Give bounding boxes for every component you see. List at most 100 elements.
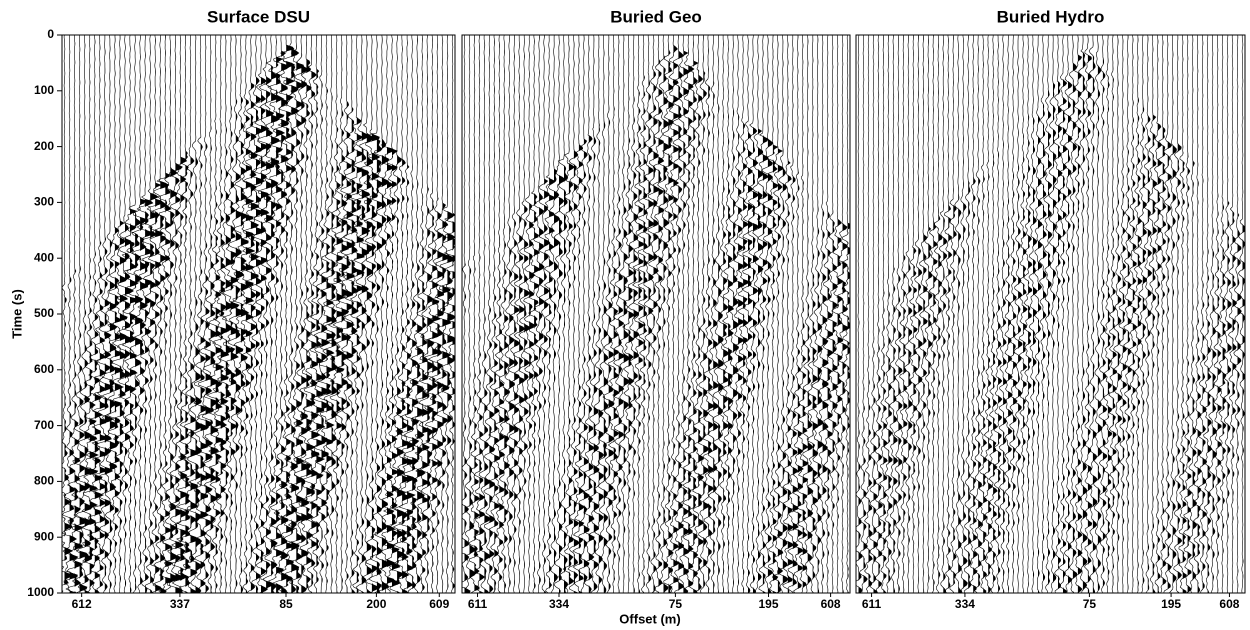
trace-fill [1127,35,1133,593]
trace [1098,35,1108,593]
trace-fill [494,35,500,593]
trace [434,35,452,593]
panel-frame [855,34,1246,594]
trace [652,35,665,593]
trace [418,35,435,593]
trace [478,35,491,593]
trace-fill [948,35,952,593]
trace [592,35,605,593]
trace-fill [160,35,169,593]
panel [855,34,1246,594]
trace [216,35,233,593]
trace [831,35,844,593]
trace [71,35,89,593]
trace-fill [1212,35,1217,593]
trace [1103,35,1113,593]
trace [146,35,164,593]
trace-fill [598,35,604,593]
trace [512,35,526,593]
trace [878,35,888,593]
trace [1238,35,1245,593]
trace [1213,35,1222,593]
trace [126,35,144,593]
x-tick-label: 85 [279,597,293,611]
trace [1088,35,1098,593]
trace-fill [583,35,590,593]
trace [943,35,953,593]
trace [156,35,174,593]
trace [186,35,203,593]
trace [196,35,214,593]
trace-fill [524,35,530,593]
trace-fill [1072,35,1077,593]
trace-fill [708,35,714,593]
trace [761,35,774,593]
trace [1023,35,1033,593]
trace [175,35,192,593]
trace [642,35,655,593]
trace [776,35,789,593]
trace [1048,35,1057,593]
trace-fill [1167,35,1172,593]
trace [398,35,417,593]
trace [617,35,630,593]
trace [791,35,804,593]
trace [578,35,590,593]
trace [239,35,256,593]
trace [322,35,338,593]
trace-fill [1202,35,1207,593]
trace-fill [638,35,644,593]
trace [553,35,566,593]
trace [856,35,863,593]
trace [716,35,730,593]
trace [1043,35,1053,593]
trace [206,35,225,593]
trace-fill [807,35,814,593]
trace [221,35,241,593]
trace [1008,35,1018,593]
x-tick-label: 612 [72,597,92,611]
trace-fill [758,35,764,593]
trace [678,35,690,593]
trace-fill [933,35,938,593]
trace [1123,35,1133,593]
trace [100,35,119,593]
trace [811,35,824,593]
trace-fill [89,35,99,593]
trace [518,35,531,593]
trace [242,35,260,593]
trace-fill [321,35,330,593]
trace [111,35,129,593]
trace [712,35,725,593]
trace [1084,35,1093,593]
trace [363,35,381,593]
trace [388,35,406,593]
trace-fill [1172,35,1177,593]
trace [747,35,760,593]
trace-fill [276,35,285,593]
trace [367,35,384,593]
trace [1038,35,1047,593]
trace [742,35,754,593]
trace [557,35,569,593]
trace [1178,35,1187,593]
trace [1173,35,1183,593]
trace-fill [256,35,265,593]
trace-fill [69,35,78,593]
trace [483,35,496,593]
trace [75,35,93,593]
trace [913,35,923,593]
trace-fill [1232,35,1237,593]
trace [883,35,893,593]
trace [152,35,170,593]
trace [682,35,695,593]
y-tick-label: 900 [34,529,54,543]
trace [736,35,749,593]
trace [380,35,397,593]
trace-fill [341,35,350,593]
trace [587,35,600,593]
trace [787,35,799,593]
trace [1028,35,1038,593]
trace [1063,35,1073,593]
trace [1158,35,1167,593]
